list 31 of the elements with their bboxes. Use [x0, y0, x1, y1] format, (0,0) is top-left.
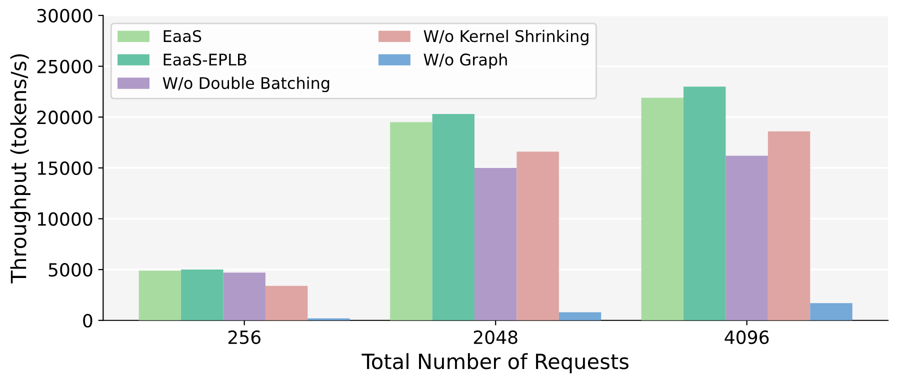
y-tick-label: 10000: [38, 212, 92, 226]
bar: [558, 312, 602, 320]
bar: [516, 152, 559, 320]
bar: [726, 156, 768, 320]
x-tick-label: 4096: [724, 330, 769, 344]
x-axis-title: Total Number of Requests: [362, 353, 628, 374]
bar: [265, 286, 308, 320]
x-tick-label: 256: [228, 330, 260, 344]
legend-label: EaaS: [164, 30, 202, 42]
bar: [390, 122, 432, 320]
y-tick-label: 30000: [37, 8, 92, 23]
legend-label: W/o Double Batching: [162, 76, 330, 92]
y-tick-label: 25000: [37, 60, 92, 74]
legend-label: W/o Graph: [424, 53, 507, 69]
bar: [223, 272, 266, 320]
legend-label: EaaS-EPLB: [164, 54, 246, 66]
legend-label: W/o Kernel Shrinking: [424, 30, 588, 46]
bar: [474, 168, 517, 320]
bar: [138, 270, 182, 320]
bar: [684, 86, 726, 320]
x-tick-label: 2048: [474, 330, 518, 344]
bar: [432, 114, 474, 320]
y-tick-label: 5000: [48, 263, 92, 277]
y-tick-label: 20000: [37, 110, 92, 124]
y-tick-label: 15000: [38, 161, 92, 176]
bar: [810, 303, 852, 320]
bar: [181, 270, 224, 320]
bar: [768, 131, 810, 320]
y-axis-title: Throughput (tokens/s): [10, 54, 30, 284]
bar: [641, 98, 684, 320]
y-tick-label: 0: [83, 314, 92, 328]
